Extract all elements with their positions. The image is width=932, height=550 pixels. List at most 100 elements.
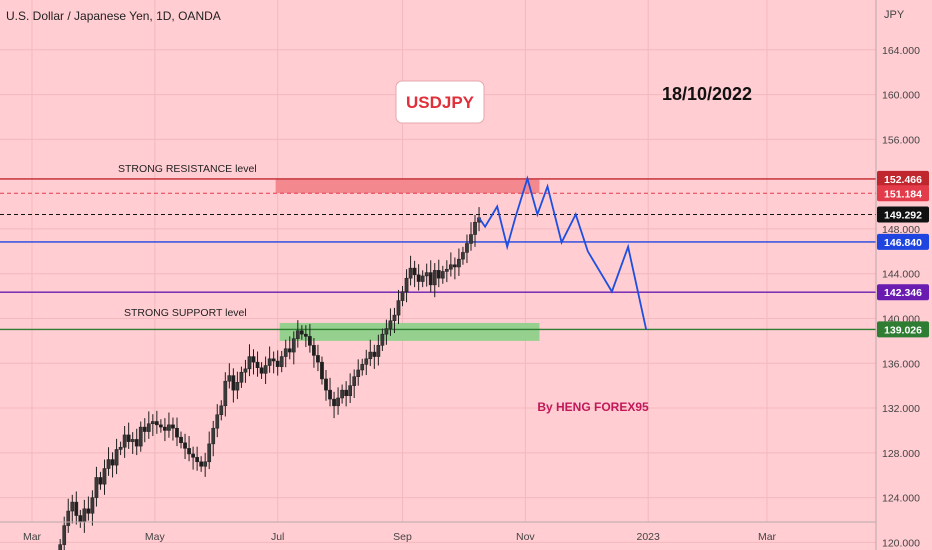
price-tick-label: 144.000 (882, 269, 920, 281)
candle (98, 471, 103, 490)
candle (368, 339, 373, 367)
candle (267, 346, 272, 373)
price-tags: 152.466 151.184 149.292 146.840 142.346 139.0… (877, 170, 929, 338)
candle (159, 419, 163, 433)
price-tag-label: 152.466 (884, 174, 922, 186)
candle (364, 349, 369, 376)
price-tag: 149.292 (877, 206, 929, 223)
resistance-zone (275, 179, 540, 194)
candle (126, 422, 131, 449)
projection-line (478, 175, 648, 330)
symbol-box[interactable]: USDJPY (395, 80, 485, 124)
candle (154, 410, 159, 434)
candle (396, 289, 401, 325)
candle (167, 412, 171, 438)
candle (444, 260, 449, 283)
candle (283, 339, 288, 368)
candle (231, 368, 236, 403)
price-tick-label: 136.000 (882, 358, 920, 370)
candle (58, 539, 63, 550)
price-tag: 139.026 (877, 321, 929, 338)
candle (90, 490, 95, 526)
candle (336, 387, 340, 415)
price-tick-label: 160.000 (882, 90, 920, 102)
time-tick-label: Mar (758, 531, 777, 543)
candle (308, 324, 312, 353)
time-axis[interactable]: Mar May Jul Sep Nov 2023 Mar (23, 531, 777, 543)
candle (457, 248, 461, 276)
candle (207, 431, 212, 470)
candle (295, 320, 300, 348)
date-annotation: 18/10/2022 (662, 84, 752, 104)
candle (332, 391, 336, 419)
candle (215, 404, 220, 438)
price-tick-label: 128.000 (882, 448, 920, 460)
price-tick-label: 132.000 (882, 403, 920, 415)
price-tick-label: 156.000 (882, 134, 920, 146)
candle (453, 257, 457, 280)
candle (465, 234, 469, 264)
candle (344, 381, 348, 407)
candle (247, 344, 252, 377)
candle (187, 436, 191, 462)
candle (380, 328, 385, 351)
time-tick-label: Jul (271, 531, 284, 543)
candle (360, 358, 365, 376)
price-tick-label: 120.000 (882, 537, 920, 549)
candle (356, 359, 361, 386)
candle (316, 344, 320, 372)
candle (199, 456, 204, 472)
candle (384, 319, 389, 345)
price-tick-label: 164.000 (882, 45, 920, 57)
symbol-box-label: USDJPY (406, 93, 475, 112)
candle (392, 307, 397, 334)
candle (312, 338, 316, 368)
candle (142, 418, 147, 443)
candle (320, 356, 324, 385)
candle (175, 417, 179, 447)
candle (279, 350, 284, 373)
candle (183, 433, 187, 459)
candle (469, 222, 473, 251)
candle (150, 414, 155, 437)
symbol-title: U.S. Dollar / Japanese Yen, 1D, OANDA (6, 9, 221, 23)
candle (324, 369, 328, 401)
candle (74, 491, 79, 525)
candle (163, 418, 167, 442)
candle (146, 411, 151, 439)
candle (420, 270, 425, 288)
time-tick-label: Nov (516, 531, 535, 543)
candle (122, 425, 127, 458)
support-label: STRONG SUPPORT level (124, 307, 247, 319)
candle (70, 494, 75, 524)
price-candles (58, 207, 481, 550)
candle (179, 431, 183, 449)
price-tag: 146.840 (877, 233, 929, 250)
candle (372, 344, 377, 369)
support-zone (279, 322, 540, 341)
candle (299, 325, 304, 340)
candle (171, 417, 175, 441)
candle (130, 432, 135, 454)
candle (94, 466, 99, 507)
price-tag-label: 151.184 (884, 188, 922, 200)
candle (328, 377, 332, 407)
candle (404, 269, 409, 303)
candle (138, 421, 143, 452)
horizontal-levels[interactable] (0, 178, 876, 331)
candle (251, 349, 256, 375)
candle (118, 441, 123, 456)
price-tag: 142.346 (877, 284, 929, 301)
candle (191, 446, 195, 470)
projection-path (478, 175, 648, 330)
time-tick-label: Mar (23, 531, 42, 543)
candle (271, 351, 276, 374)
candle (243, 359, 248, 383)
candle (408, 255, 413, 286)
candle (287, 336, 292, 360)
candle (102, 459, 107, 495)
price-tag-label: 146.840 (884, 237, 922, 249)
candle (134, 428, 139, 456)
candle (388, 308, 393, 336)
